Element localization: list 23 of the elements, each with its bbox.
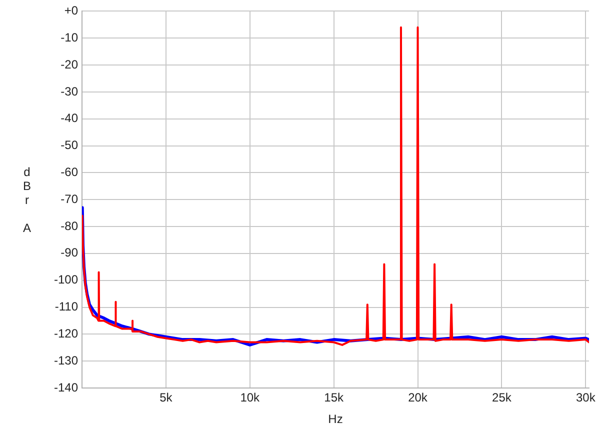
y-tick-label: -110 — [54, 300, 78, 314]
x-tick-label: 20k — [408, 390, 428, 405]
y-tick-label: -140 — [54, 380, 78, 394]
x-tick-label: 15k — [324, 390, 344, 405]
y-tick-label: -70 — [60, 192, 78, 206]
x-tick-label: 25k — [492, 390, 512, 405]
y-tick-label: -30 — [60, 84, 78, 98]
y-tick-label: -50 — [60, 138, 78, 152]
x-tick-label: 10k — [240, 390, 261, 405]
y-tick-label: -130 — [54, 353, 78, 368]
y-tick-label: -90 — [60, 246, 78, 260]
x-axis-title: Hz — [328, 412, 343, 426]
y-tick-label: -60 — [60, 165, 78, 179]
y-tick-label: -120 — [54, 326, 78, 340]
y-tick-label: -40 — [60, 111, 78, 126]
x-tick-label: 5k — [160, 390, 174, 405]
y-tick-label: -20 — [60, 57, 78, 72]
y-tick-label: +0 — [64, 4, 78, 18]
y-tick-label: -100 — [54, 272, 78, 287]
y-tick-label: -80 — [60, 218, 78, 233]
y-tick-label: -10 — [60, 30, 78, 44]
y-axis-title: dBr A — [22, 165, 32, 235]
x-tick-label: 30k — [576, 390, 596, 405]
